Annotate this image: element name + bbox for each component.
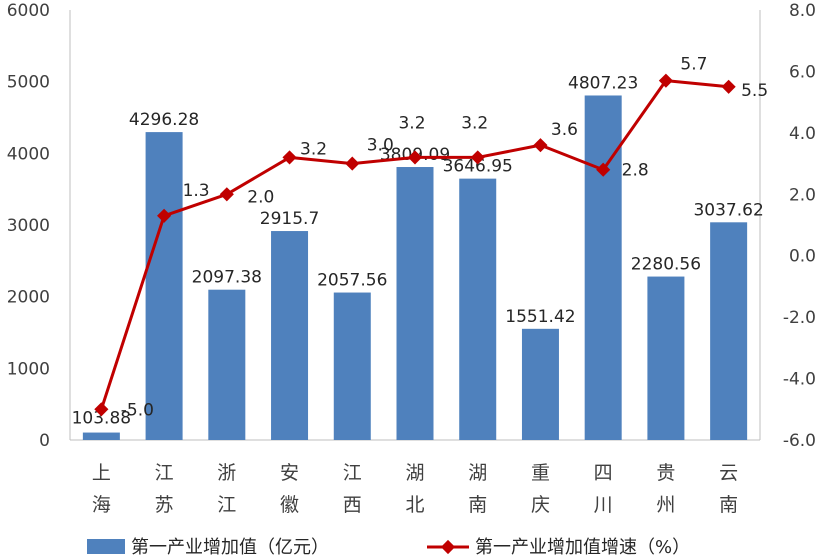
legend-bar-swatch xyxy=(87,539,125,554)
line-data-label: 3.2 xyxy=(398,113,425,133)
left-axis-ticks: 0 1000 2000 3000 4000 5000 6000 xyxy=(7,1,50,451)
line-data-label: 3.6 xyxy=(551,120,578,140)
bar-data-label: 2915.7 xyxy=(260,209,319,229)
category-label: 浙 xyxy=(217,462,236,484)
bar-series xyxy=(82,95,748,441)
category-label: 江 xyxy=(217,494,236,516)
category-label: 上 xyxy=(92,462,111,484)
line-marker xyxy=(282,150,297,165)
line-marker xyxy=(219,187,234,202)
category-label: 南 xyxy=(719,494,738,516)
line-marker xyxy=(94,402,109,417)
left-tick-label: 0 xyxy=(39,431,50,451)
line-marker xyxy=(157,208,172,223)
bar xyxy=(82,432,120,440)
line-data-label: 2.0 xyxy=(247,187,274,207)
line-data-labels: -5.01.3 2.03.2 3.03.2 3.2 3.62.85.75.5 xyxy=(121,55,768,421)
category-label: 湖 xyxy=(405,462,424,484)
bar-data-label: 3037.62 xyxy=(693,200,763,220)
line-marker xyxy=(658,73,673,88)
category-label: 安 xyxy=(280,462,299,484)
category-label: 州 xyxy=(656,494,675,516)
line-marker xyxy=(470,150,485,165)
right-tick-label: -6.0 xyxy=(783,431,816,451)
right-tick-label: 0.0 xyxy=(789,247,816,267)
category-label: 江 xyxy=(343,462,362,484)
category-label: 北 xyxy=(405,494,424,516)
bar-data-label: 3646.95 xyxy=(443,157,513,177)
bar xyxy=(459,178,497,440)
category-label: 苏 xyxy=(155,494,174,516)
line-data-label: -5.0 xyxy=(121,400,154,420)
legend-line-marker xyxy=(440,539,456,555)
line-marker xyxy=(596,162,611,177)
legend-line-label: 第一产业增加值增速（%） xyxy=(475,537,690,558)
bar xyxy=(396,167,434,441)
category-label: 南 xyxy=(468,494,487,516)
category-label: 徽 xyxy=(280,494,299,516)
right-tick-label: 4.0 xyxy=(789,124,816,144)
right-tick-label: 8.0 xyxy=(789,1,816,21)
legend: 第一产业增加值（亿元） 第一产业增加值增速（%） xyxy=(87,537,690,558)
left-tick-label: 4000 xyxy=(7,144,50,164)
line-data-label: 2.8 xyxy=(622,161,649,181)
line-marker xyxy=(533,138,548,153)
category-label: 庆 xyxy=(531,494,550,516)
bar-data-label: 2280.56 xyxy=(631,255,701,275)
bar xyxy=(647,276,685,440)
bar-data-label: 1551.42 xyxy=(505,307,575,327)
bar-data-labels: 103.884296.282097.382915.72057.563809.09… xyxy=(72,73,764,428)
bar-data-label: 2057.56 xyxy=(317,271,387,291)
line-series xyxy=(94,73,736,417)
category-label: 重 xyxy=(531,462,550,484)
line-data-label: 1.3 xyxy=(183,181,210,201)
bar-data-label: 4296.28 xyxy=(129,110,199,130)
left-tick-label: 6000 xyxy=(7,1,50,21)
right-tick-label: 6.0 xyxy=(789,62,816,82)
category-label: 湖 xyxy=(468,462,487,484)
bar-data-label: 4807.23 xyxy=(568,73,638,93)
bar xyxy=(208,289,246,440)
line-marker xyxy=(407,150,423,165)
category-label: 川 xyxy=(594,494,613,516)
line-data-label: 3.2 xyxy=(461,113,488,133)
line-marker xyxy=(345,156,360,171)
category-label: 贵 xyxy=(656,462,675,484)
line-marker xyxy=(721,79,736,94)
right-tick-label: -2.0 xyxy=(783,308,816,328)
bar xyxy=(333,292,371,440)
left-tick-label: 3000 xyxy=(7,216,50,236)
bar xyxy=(521,328,559,440)
category-label: 海 xyxy=(92,494,111,516)
right-tick-label: -4.0 xyxy=(783,370,816,390)
bar-data-label: 103.88 xyxy=(72,409,131,429)
line-data-label: 3.2 xyxy=(300,139,327,159)
line-data-label: 5.7 xyxy=(680,55,707,75)
left-tick-label: 5000 xyxy=(7,73,50,93)
right-axis-ticks: -6.0 -4.0 -2.0 0.0 2.0 4.0 6.0 8.0 xyxy=(783,1,816,451)
category-label: 云 xyxy=(719,462,738,484)
bar xyxy=(710,222,748,440)
bar xyxy=(271,231,309,440)
left-tick-label: 1000 xyxy=(7,359,50,379)
right-tick-label: 2.0 xyxy=(789,185,816,205)
bar xyxy=(584,95,622,441)
bar-data-label: 2097.38 xyxy=(192,268,262,288)
bar xyxy=(145,132,183,441)
category-label: 江 xyxy=(155,462,174,484)
line-data-label: 3.0 xyxy=(367,136,394,156)
category-label: 四 xyxy=(594,462,613,484)
category-label: 西 xyxy=(343,494,362,516)
line-data-label: 5.5 xyxy=(741,81,768,101)
legend-bar-label: 第一产业增加值（亿元） xyxy=(131,537,329,558)
left-tick-label: 2000 xyxy=(7,288,50,308)
